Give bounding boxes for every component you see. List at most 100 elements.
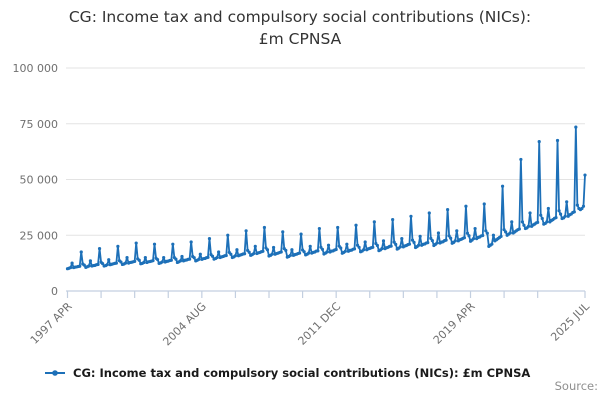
x-axis-tick-label: 2019 APR (431, 300, 478, 347)
data-point (68, 265, 73, 270)
data-point (453, 239, 457, 243)
data-point (105, 263, 109, 267)
data-point (391, 218, 395, 222)
data-point (464, 204, 468, 208)
data-point (284, 248, 288, 253)
data-point (78, 264, 82, 268)
data-point (197, 257, 201, 261)
data-point (583, 173, 587, 177)
data-point (522, 223, 526, 227)
data-point (528, 211, 532, 215)
data-point (336, 225, 340, 230)
data-point (394, 242, 398, 246)
data-point (114, 261, 118, 265)
data-point (504, 230, 508, 234)
data-point (446, 208, 450, 212)
data-point (133, 259, 137, 263)
data-point (288, 253, 292, 257)
y-axis-tick-label: 25 000 (20, 229, 59, 242)
y-axis-tick-label: 50 000 (20, 174, 59, 187)
data-point (207, 236, 212, 241)
x-axis-tick-label: 2004 AUG (160, 300, 209, 349)
data-point (572, 210, 576, 214)
data-point (380, 247, 384, 251)
data-point (171, 242, 175, 246)
data-point (226, 233, 230, 237)
data-point (520, 220, 525, 224)
data-point (545, 220, 549, 224)
data-point (557, 209, 561, 213)
data-point (244, 229, 248, 233)
data-point (499, 234, 503, 238)
data-point (169, 258, 173, 262)
data-point (345, 242, 349, 246)
data-point (152, 242, 157, 246)
data-point (417, 243, 421, 247)
data-point (299, 232, 303, 236)
data-point (546, 206, 550, 211)
data-point (290, 248, 294, 252)
data-point (412, 240, 416, 244)
data-point (79, 250, 83, 254)
data-point (137, 258, 141, 262)
data-point (265, 248, 270, 252)
data-point (125, 255, 129, 260)
data-point (481, 233, 485, 238)
data-point (575, 203, 579, 207)
data-point (508, 231, 512, 235)
data-point (398, 245, 402, 249)
data-point (242, 252, 247, 256)
data-point (178, 259, 183, 263)
data-point (429, 236, 433, 240)
data-point (449, 236, 453, 240)
data-point (189, 240, 193, 244)
data-point (574, 125, 578, 129)
source-note: Source: (554, 379, 598, 393)
data-point (325, 250, 329, 254)
data-point (143, 255, 147, 260)
data-point (123, 261, 128, 265)
data-point (537, 139, 541, 144)
data-point (155, 257, 160, 262)
data-point (581, 204, 586, 208)
data-point (471, 236, 476, 241)
data-point (160, 260, 164, 264)
data-point (484, 229, 488, 233)
data-point (500, 184, 505, 188)
data-point (233, 254, 238, 258)
chart-title: CG: Income tax and compulsory social con… (0, 6, 600, 50)
data-point (536, 220, 540, 224)
data-point (192, 256, 196, 260)
data-point (482, 202, 486, 206)
data-point (554, 216, 558, 220)
data-point (281, 230, 285, 234)
data-point (217, 250, 221, 254)
data-point (410, 238, 415, 242)
data-point (389, 244, 393, 248)
data-point (519, 157, 523, 162)
data-point (262, 225, 267, 230)
data-point (308, 244, 312, 248)
data-point (407, 242, 412, 246)
data-point (116, 244, 120, 248)
data-point (563, 214, 567, 218)
data-point (447, 234, 451, 238)
data-point (363, 240, 367, 244)
data-point (107, 258, 111, 262)
data-point (436, 231, 441, 235)
data-point (151, 259, 155, 263)
data-point (96, 262, 100, 267)
data-series-line (67, 126, 586, 270)
data-point (430, 239, 434, 243)
y-axis-tick-label: 75 000 (20, 118, 59, 131)
data-point (354, 223, 358, 227)
data-point (558, 212, 563, 216)
data-point (491, 233, 496, 237)
data-point (70, 261, 74, 265)
data-point (539, 213, 543, 217)
data-point (88, 259, 92, 263)
data-point (97, 247, 102, 251)
data-point (352, 247, 357, 251)
